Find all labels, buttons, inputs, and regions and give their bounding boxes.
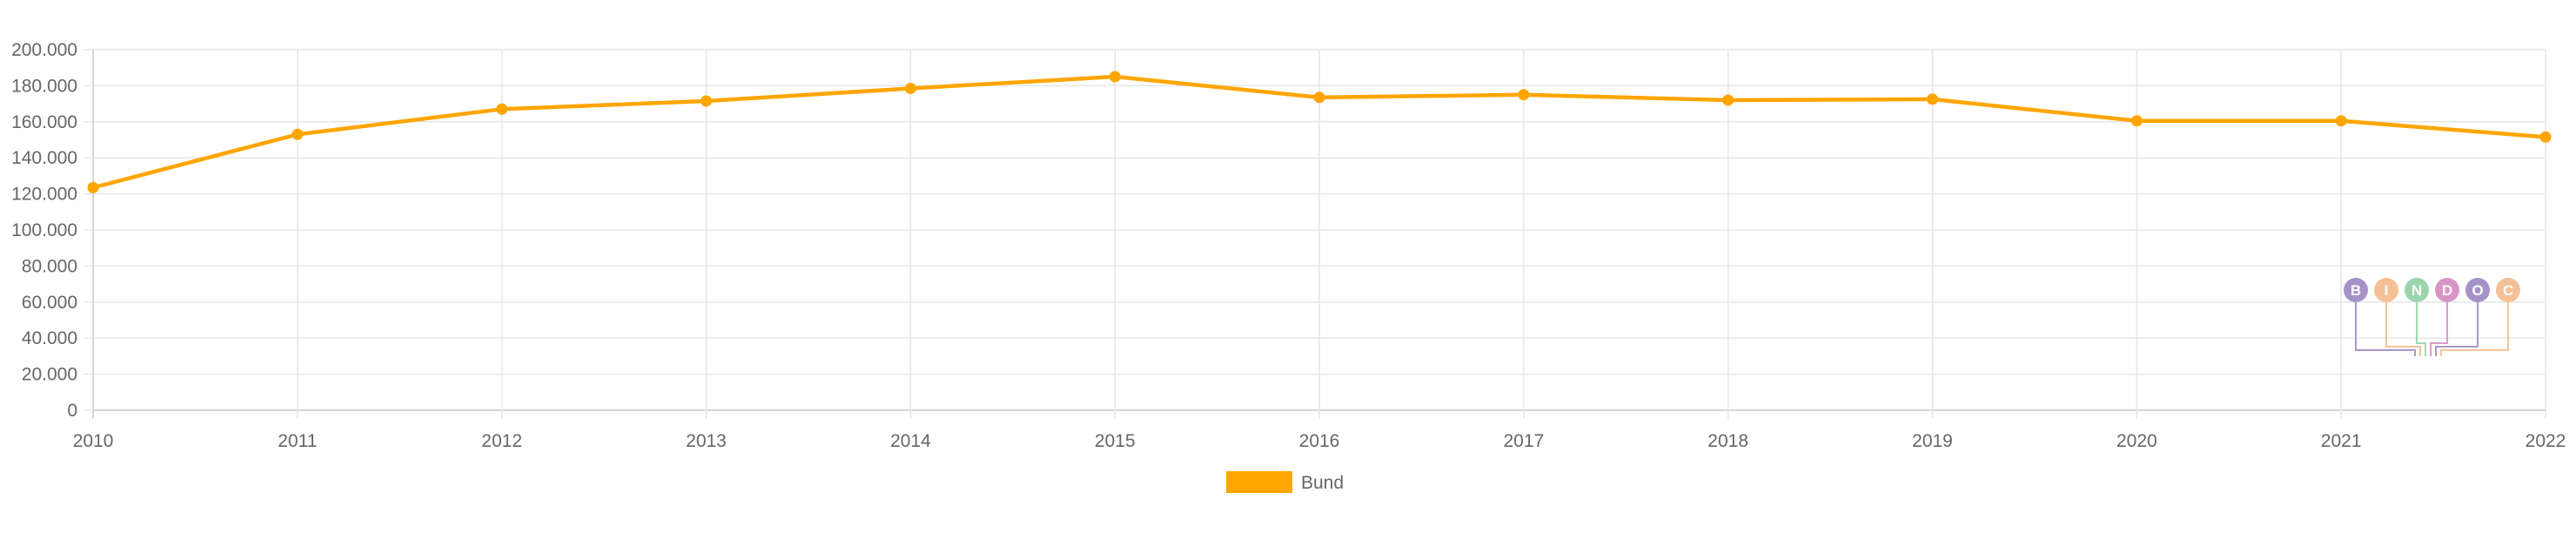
x-tick-label: 2022 <box>2526 431 2566 451</box>
logo-connector <box>2440 302 2509 356</box>
logo-letter: N <box>2412 282 2422 299</box>
logo-letter: C <box>2503 282 2513 299</box>
x-tick-label: 2012 <box>481 431 522 451</box>
legend-swatch[interactable] <box>1226 471 1292 493</box>
x-tick-label: 2018 <box>1707 431 1748 451</box>
x-tick-label: 2020 <box>2116 431 2157 451</box>
x-tick-label: 2013 <box>686 431 727 451</box>
logo-letter: I <box>2385 282 2389 299</box>
data-point <box>496 103 508 115</box>
x-tick-label: 2021 <box>2321 431 2362 451</box>
logo-circle <box>2344 278 2368 302</box>
logo-circle <box>2465 278 2490 302</box>
logo-circle <box>2496 278 2520 302</box>
y-tick-label: 40.000 <box>22 328 77 348</box>
x-tick-label: 2011 <box>278 431 317 451</box>
logo-letter: O <box>2472 282 2483 299</box>
data-point <box>904 83 916 95</box>
y-tick-label: 140.000 <box>11 148 77 168</box>
x-tick-label: 2010 <box>73 431 114 451</box>
y-tick-label: 60.000 <box>22 293 77 313</box>
x-tick-label: 2016 <box>1299 431 1340 451</box>
data-point <box>1313 91 1325 104</box>
data-point <box>292 128 304 140</box>
data-point <box>1109 71 1121 83</box>
data-point <box>2130 115 2143 127</box>
logo-connector <box>2355 302 2416 356</box>
logo-circle <box>2435 278 2459 302</box>
grid <box>92 49 2546 419</box>
logo-circle <box>2374 278 2398 302</box>
logo-letter: B <box>2351 282 2361 299</box>
legend-label[interactable]: Bund <box>1301 473 1344 493</box>
y-tick-label: 100.000 <box>11 220 77 240</box>
axes: 0 20.000 40.000 60.000 80.000 100.000 120.000 1… <box>11 40 2566 451</box>
y-tick-label: 160.000 <box>11 112 77 132</box>
logo-connector <box>2430 302 2448 356</box>
logo-letter: D <box>2442 282 2452 299</box>
data-point <box>1927 93 1938 105</box>
data-point <box>87 181 99 193</box>
x-tick-label: 2015 <box>1095 431 1136 451</box>
x-tick-label: 2014 <box>890 431 931 451</box>
data-point <box>1722 94 1734 106</box>
logo-connector <box>2416 302 2426 356</box>
y-tick-label: 80.000 <box>22 256 77 276</box>
data-point <box>701 95 712 107</box>
y-tick-label: 20.000 <box>22 365 77 385</box>
y-tick-label: 120.000 <box>11 185 77 205</box>
x-tick-label: 2019 <box>1912 431 1953 451</box>
legend[interactable]: Bund <box>1226 471 1344 493</box>
data-point <box>1518 89 1530 101</box>
series-layer <box>87 71 2552 193</box>
x-tick-label: 2017 <box>1503 431 1544 451</box>
logo-circle <box>2405 278 2429 302</box>
data-point <box>2335 115 2347 127</box>
y-tick-label: 0 <box>67 401 77 421</box>
y-tick-label: 180.000 <box>11 76 77 96</box>
logo-connector <box>2385 302 2421 356</box>
y-tick-label: 200.000 <box>11 40 77 60</box>
logo-connector <box>2435 302 2479 356</box>
data-point <box>2539 131 2552 143</box>
